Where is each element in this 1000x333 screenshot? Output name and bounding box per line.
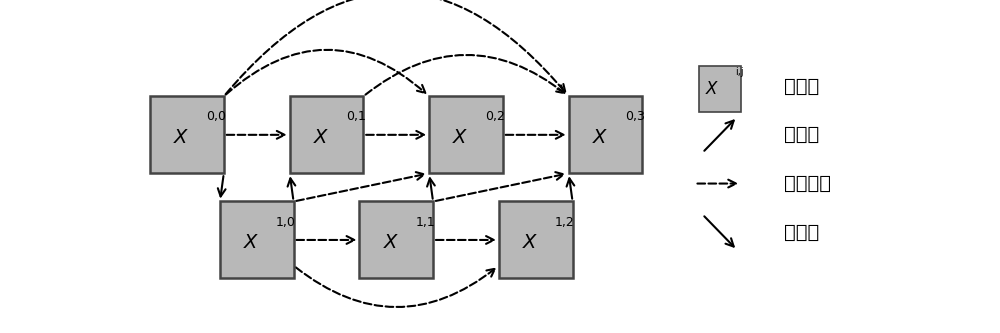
Text: 0,0: 0,0 bbox=[206, 110, 226, 124]
FancyBboxPatch shape bbox=[429, 96, 503, 173]
Text: 1,0: 1,0 bbox=[276, 215, 296, 228]
Text: 卷积块: 卷积块 bbox=[784, 77, 819, 96]
Text: 跳跃连接: 跳跃连接 bbox=[784, 174, 831, 193]
Text: 下采样: 下采样 bbox=[784, 223, 819, 242]
Text: X: X bbox=[383, 233, 397, 252]
Text: X: X bbox=[593, 128, 606, 147]
FancyBboxPatch shape bbox=[359, 201, 433, 278]
Text: 0,2: 0,2 bbox=[485, 110, 505, 124]
Text: X: X bbox=[174, 128, 187, 147]
Text: X: X bbox=[453, 128, 466, 147]
FancyBboxPatch shape bbox=[150, 96, 224, 173]
Text: 1,2: 1,2 bbox=[555, 215, 575, 228]
FancyBboxPatch shape bbox=[569, 96, 642, 173]
FancyBboxPatch shape bbox=[698, 66, 741, 112]
Text: X: X bbox=[523, 233, 536, 252]
Text: 上采样: 上采样 bbox=[784, 125, 819, 144]
FancyBboxPatch shape bbox=[220, 201, 294, 278]
FancyBboxPatch shape bbox=[499, 201, 573, 278]
Text: i,j: i,j bbox=[735, 67, 744, 77]
FancyBboxPatch shape bbox=[290, 96, 363, 173]
Text: X: X bbox=[314, 128, 327, 147]
Text: X: X bbox=[706, 80, 717, 98]
Text: 0,3: 0,3 bbox=[625, 110, 645, 124]
Text: X: X bbox=[244, 233, 257, 252]
Text: 1,1: 1,1 bbox=[416, 215, 435, 228]
Text: 0,1: 0,1 bbox=[346, 110, 366, 124]
